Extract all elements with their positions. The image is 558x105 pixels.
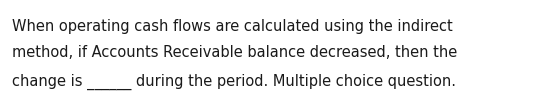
Text: change is ______ during the period. Multiple choice question.: change is ______ during the period. Mult… (12, 74, 456, 90)
Text: method, if Accounts Receivable balance decreased, then the: method, if Accounts Receivable balance d… (12, 45, 458, 60)
Text: When operating cash flows are calculated using the indirect: When operating cash flows are calculated… (12, 19, 453, 34)
